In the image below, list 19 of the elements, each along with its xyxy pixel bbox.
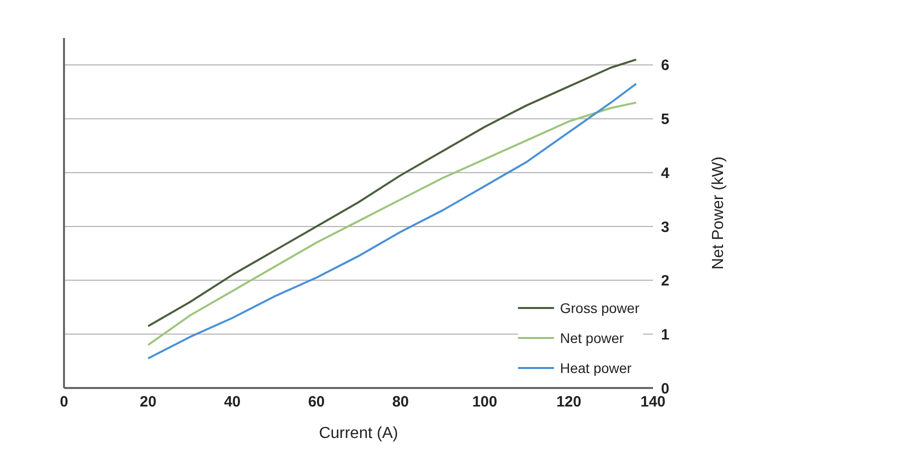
y-tick-label: 5	[661, 111, 670, 128]
x-tick-label: 60	[308, 394, 325, 411]
legend-label: Heat power	[560, 360, 632, 376]
x-tick-label: 40	[224, 394, 241, 411]
y-axis-title: Net Power (kW)	[710, 156, 727, 270]
line-series	[147, 58, 638, 328]
x-tick-label: 120	[556, 394, 582, 411]
y-tick-label: 3	[661, 218, 670, 236]
y-tick-label: 1	[661, 326, 670, 344]
y-tick-label: 4	[661, 164, 670, 182]
x-tick-label: 100	[472, 394, 498, 411]
x-tick-label: 0	[60, 394, 68, 411]
x-tick-label: 80	[392, 394, 409, 411]
legend-label: Gross power	[560, 300, 640, 316]
x-axis-title: Current (A)	[318, 425, 398, 442]
y-tick-label: 2	[661, 272, 670, 290]
x-tick-label: 20	[140, 394, 156, 411]
legend-label: Net power	[560, 330, 624, 346]
y-tick-label: 6	[661, 57, 670, 74]
